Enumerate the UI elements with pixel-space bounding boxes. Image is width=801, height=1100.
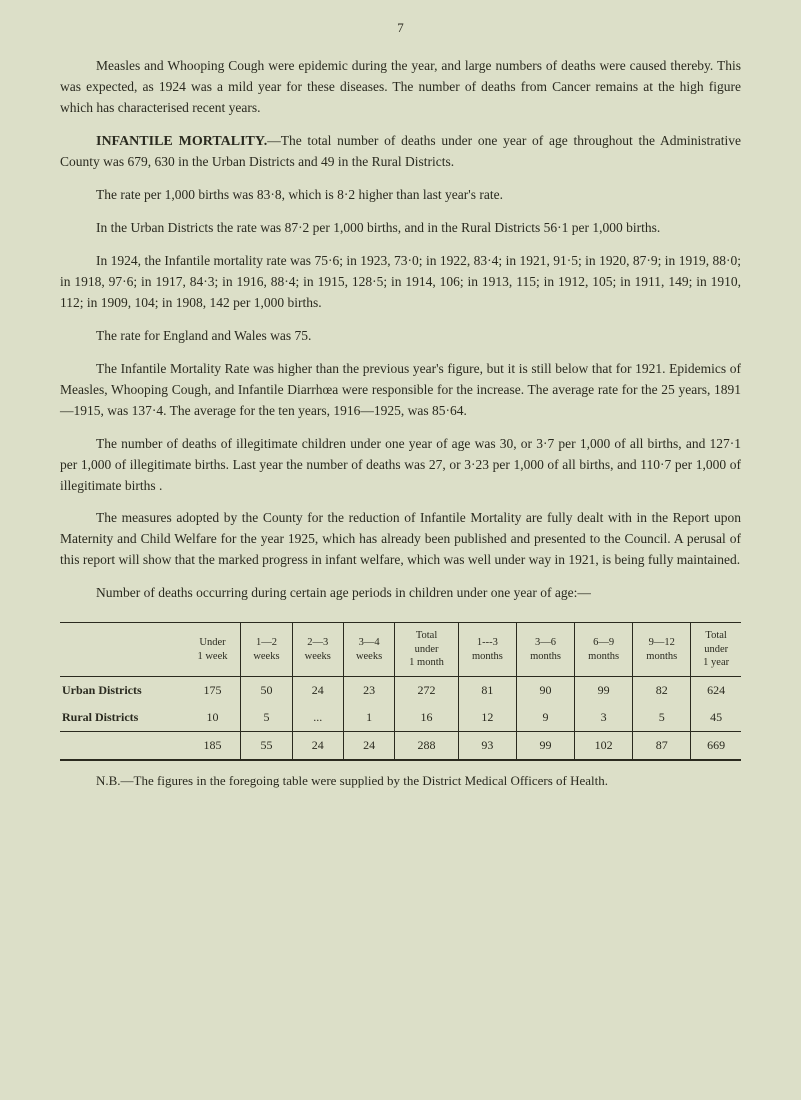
paragraph-3: The rate per 1,000 births was 83·8, whic… (60, 185, 741, 206)
col-1-3-months: 1---3months (458, 623, 516, 677)
cell: 90 (516, 677, 574, 705)
table-row: Urban Districts 175 50 24 23 272 81 90 9… (60, 677, 741, 705)
col-9-12-months: 9—12months (633, 623, 691, 677)
row-label-rural: Rural Districts (60, 704, 185, 732)
col-3-6-months: 3—6months (516, 623, 574, 677)
cell: 288 (395, 732, 459, 761)
cell: 5 (633, 704, 691, 732)
cell: 93 (458, 732, 516, 761)
cell: 9 (516, 704, 574, 732)
row-label-urban: Urban Districts (60, 677, 185, 705)
table-sum-row: 185 55 24 24 288 93 99 102 87 669 (60, 732, 741, 761)
paragraph-1: Measles and Whooping Cough were epidemic… (60, 56, 741, 119)
footnote: N.B.—The figures in the foregoing table … (60, 771, 741, 791)
paragraph-5: In 1924, the Infantile mortality rate wa… (60, 251, 741, 314)
table-row: Rural Districts 10 5 ... 1 16 12 9 3 5 4… (60, 704, 741, 732)
cell: 102 (575, 732, 633, 761)
cell: 1 (343, 704, 394, 732)
page-number: 7 (60, 20, 741, 36)
paragraph-4: In the Urban Districts the rate was 87·2… (60, 218, 741, 239)
col-total-1-month: Totalunder1 month (395, 623, 459, 677)
cell: 23 (343, 677, 394, 705)
cell: 87 (633, 732, 691, 761)
infantile-mortality-heading: INFANTILE MORTALITY. (96, 134, 267, 149)
cell: 55 (241, 732, 292, 761)
cell: 5 (241, 704, 292, 732)
col-2-3-weeks: 2—3weeks (292, 623, 343, 677)
cell: 624 (691, 677, 741, 705)
col-1-2-weeks: 1—2weeks (241, 623, 292, 677)
cell: 669 (691, 732, 741, 761)
cell: 99 (516, 732, 574, 761)
mortality-table-container: Under1 week 1—2weeks 2—3weeks 3—4weeks T… (60, 622, 741, 761)
cell: 10 (185, 704, 241, 732)
cell: 24 (292, 677, 343, 705)
col-3-4-weeks: 3—4weeks (343, 623, 394, 677)
cell: 175 (185, 677, 241, 705)
cell: 16 (395, 704, 459, 732)
paragraph-9: The measures adopted by the County for t… (60, 508, 741, 571)
paragraph-8: The number of deaths of illegitimate chi… (60, 434, 741, 497)
paragraph-2: INFANTILE MORTALITY.—The total number of… (60, 131, 741, 174)
cell: ... (292, 704, 343, 732)
cell: 272 (395, 677, 459, 705)
cell: 24 (292, 732, 343, 761)
cell: 12 (458, 704, 516, 732)
col-under-1-week: Under1 week (185, 623, 241, 677)
paragraph-6: The rate for England and Wales was 75. (60, 326, 741, 347)
paragraph-7: The Infantile Mortality Rate was higher … (60, 359, 741, 422)
cell: 24 (343, 732, 394, 761)
paragraph-10: Number of deaths occurring during certai… (60, 583, 741, 604)
col-6-9-months: 6—9months (575, 623, 633, 677)
cell: 50 (241, 677, 292, 705)
page-container: 7 Measles and Whooping Cough were epidem… (0, 0, 801, 844)
cell: 81 (458, 677, 516, 705)
cell: 45 (691, 704, 741, 732)
cell: 99 (575, 677, 633, 705)
col-blank (60, 623, 185, 677)
col-total-1-year: Totalunder1 year (691, 623, 741, 677)
cell: 82 (633, 677, 691, 705)
cell: 185 (185, 732, 241, 761)
row-label-sum (60, 732, 185, 761)
table-header-row: Under1 week 1—2weeks 2—3weeks 3—4weeks T… (60, 623, 741, 677)
cell: 3 (575, 704, 633, 732)
mortality-table: Under1 week 1—2weeks 2—3weeks 3—4weeks T… (60, 622, 741, 761)
